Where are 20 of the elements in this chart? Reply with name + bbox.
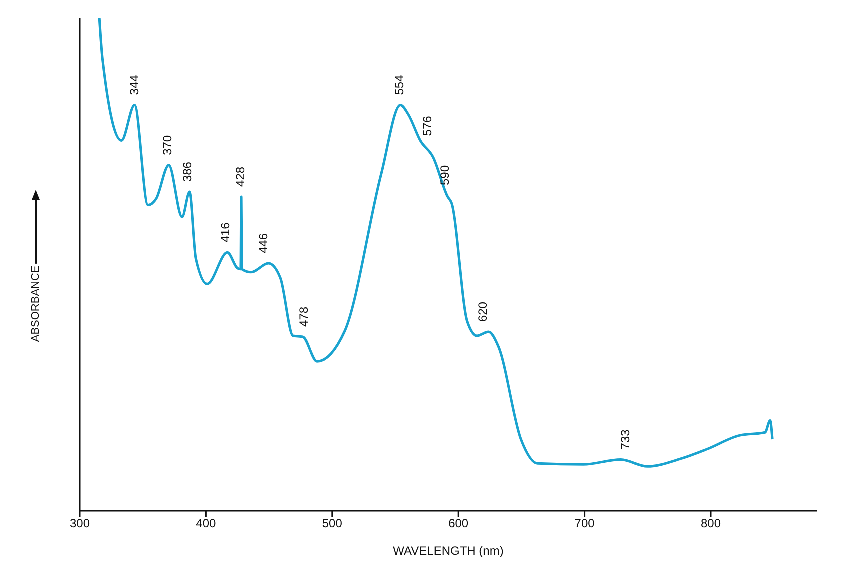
annotation: 428 [234, 166, 248, 187]
x-tick-label: 500 [322, 516, 343, 531]
annotation: 478 [296, 306, 311, 327]
x-tick-label: 300 [70, 516, 90, 531]
x-axis-title: WAVELENGTH (nm) [393, 544, 504, 558]
x-tick-label: 700 [574, 516, 596, 531]
x-tick-label: 400 [196, 516, 217, 531]
annotation: 576 [420, 116, 434, 136]
annotation: 554 [392, 74, 407, 96]
x-tick-label: 600 [448, 516, 469, 531]
annotation: 416 [218, 222, 233, 243]
annotation: 733 [618, 429, 633, 450]
annotation: 590 [438, 165, 452, 186]
annotation: 344 [128, 74, 142, 96]
annotation: 446 [256, 233, 270, 254]
y-axis-title: ABSORBANCE [30, 266, 42, 342]
annotation: 370 [160, 135, 175, 156]
annotation: 620 [476, 302, 490, 322]
x-tick-label: 800 [700, 516, 722, 531]
annotation: 386 [180, 162, 195, 182]
